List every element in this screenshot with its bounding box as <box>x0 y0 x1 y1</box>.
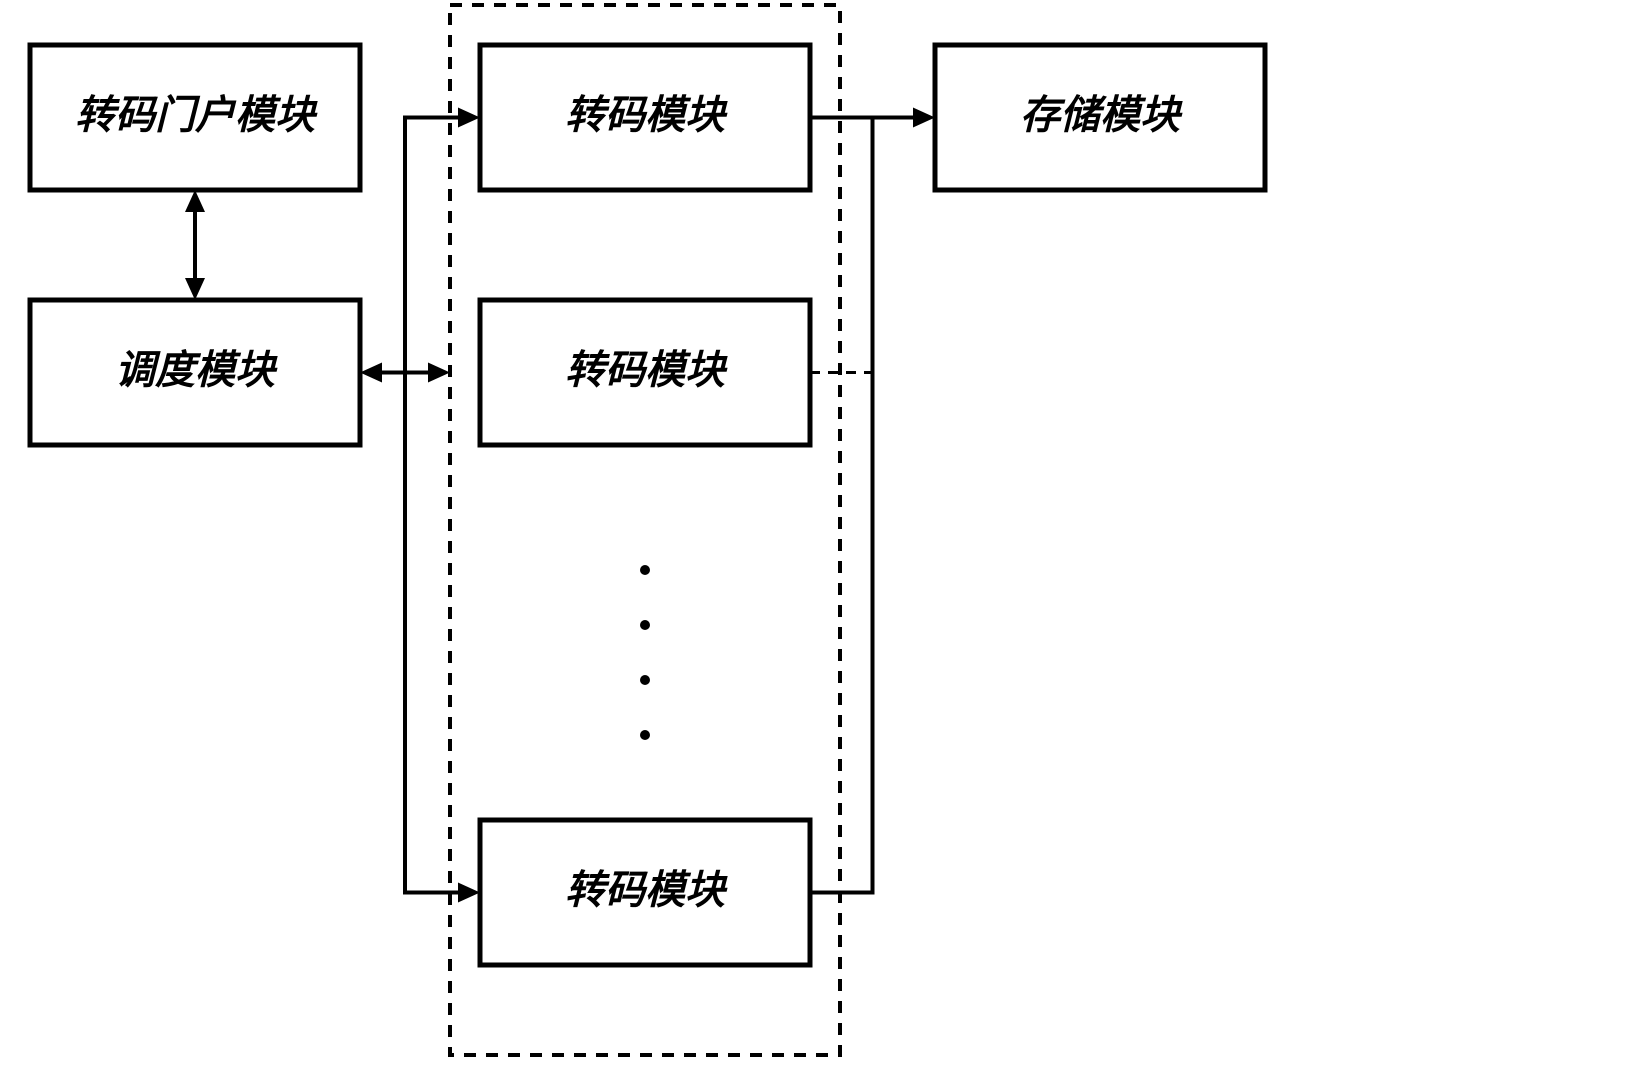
portal-label: 转码门户模块 <box>75 93 318 138</box>
diagram-canvas: 转码门户模块调度模块转码模块转码模块转码模块存储模块 <box>0 0 1635 1066</box>
ellipsis-dot <box>640 730 650 740</box>
ellipsis-dot <box>640 620 650 630</box>
ellipsis-dot <box>640 565 650 575</box>
trans3-label: 转码模块 <box>565 868 728 913</box>
scheduler-label: 调度模块 <box>115 348 278 393</box>
ellipsis-dot <box>640 675 650 685</box>
storage-label: 存储模块 <box>1020 93 1183 138</box>
trans2-label: 转码模块 <box>565 348 728 393</box>
trans1-label: 转码模块 <box>565 93 728 138</box>
